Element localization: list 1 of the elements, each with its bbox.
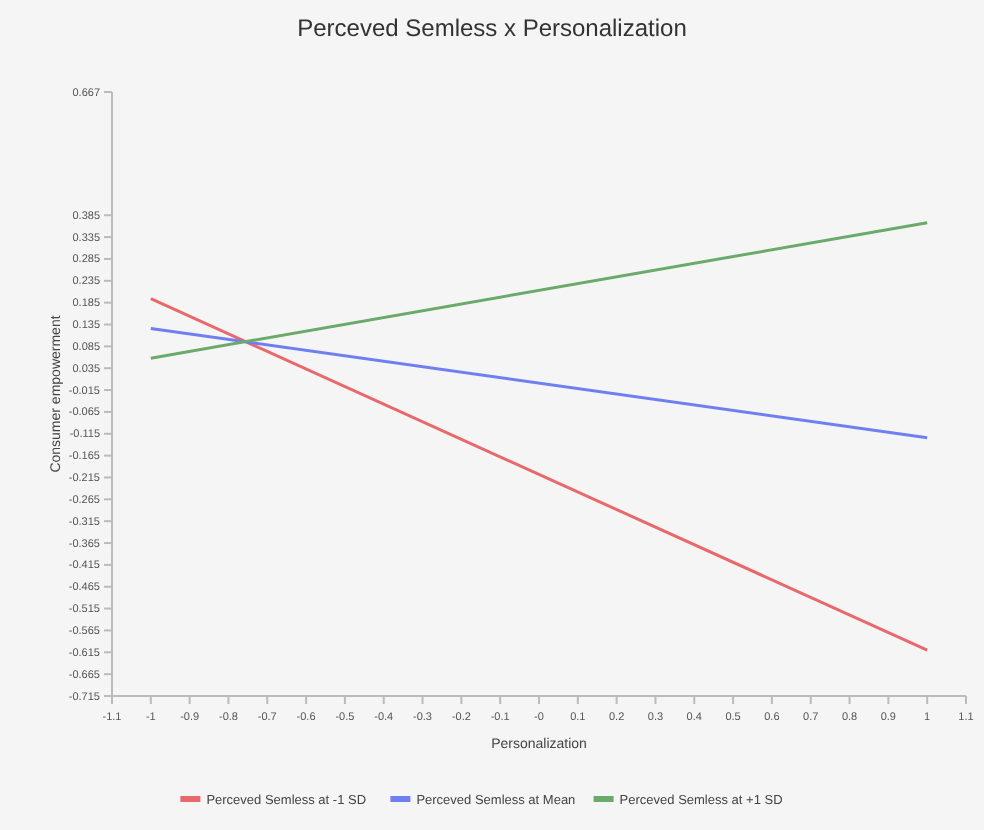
chart-title: Perceved Semless x Personalization — [297, 14, 687, 42]
